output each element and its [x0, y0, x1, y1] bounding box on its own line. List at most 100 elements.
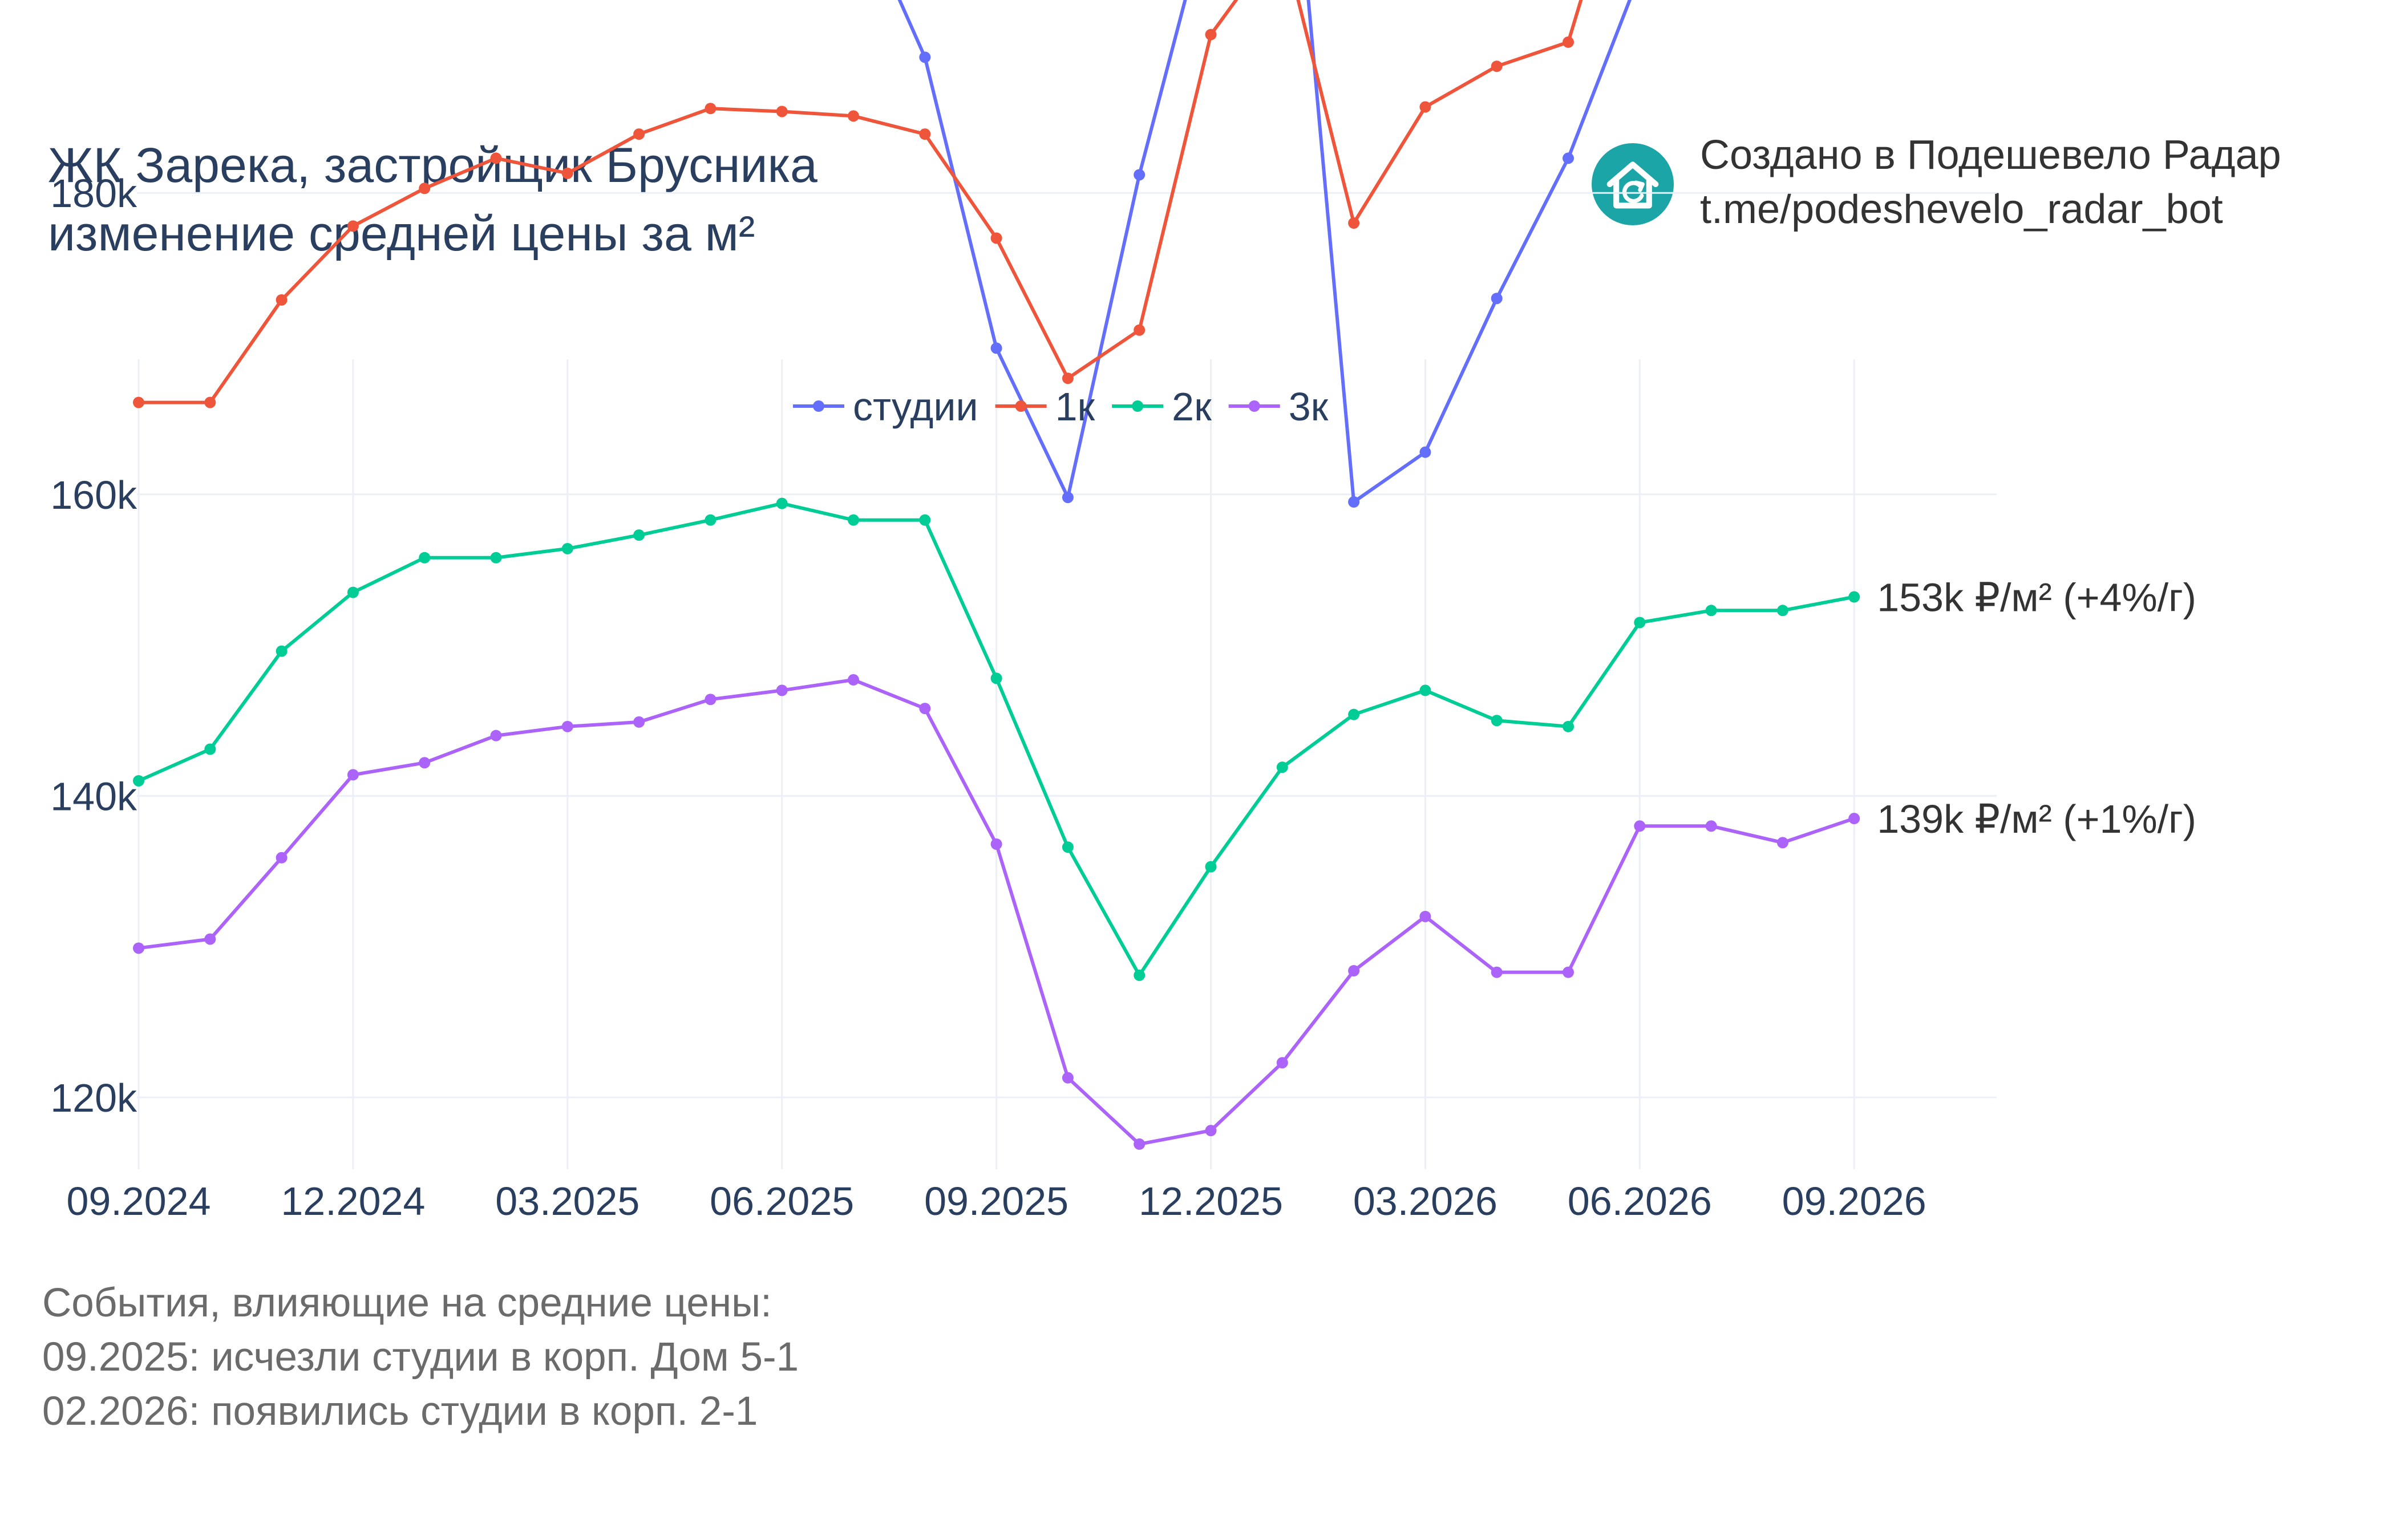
data-point [1848, 813, 1860, 825]
data-point [1348, 708, 1360, 720]
events-heading: События, влияющие на средние цены: [42, 1280, 772, 1326]
data-point [633, 128, 645, 140]
chart-title-line-2: изменение средней цены за м² [48, 206, 755, 261]
credit-link[interactable]: t.me/podeshevelo_radar_bot [1700, 187, 2223, 232]
event-item: 02.2026: появились студии в корп. 2-1 [42, 1389, 758, 1434]
data-point [1563, 720, 1574, 732]
data-point [848, 674, 859, 686]
legend-marker [1132, 400, 1144, 412]
data-point [1419, 910, 1431, 922]
data-point [776, 497, 788, 509]
data-point [848, 110, 859, 122]
data-point [776, 106, 788, 117]
data-point [1848, 591, 1860, 603]
data-point [1419, 446, 1431, 458]
data-point [990, 672, 1002, 684]
data-point [705, 514, 717, 526]
data-point [276, 294, 288, 306]
data-point [347, 586, 359, 598]
data-point [1491, 60, 1503, 72]
x-tick-label: 09.2025 [924, 1179, 1069, 1223]
data-point [133, 396, 144, 408]
data-point [1062, 1072, 1074, 1084]
credit-line-1: Создано в Подешевело Радар [1700, 132, 2281, 178]
data-point [1348, 217, 1360, 229]
data-point [1348, 496, 1360, 508]
data-point [1205, 1125, 1217, 1137]
data-point [1705, 820, 1717, 832]
data-point [276, 852, 288, 864]
data-point [1205, 29, 1217, 40]
data-point [490, 552, 502, 564]
data-point [1634, 820, 1646, 832]
data-point [1563, 966, 1574, 978]
end-value-label: 153k ₽/м² (+4%/г) [1877, 576, 2196, 620]
data-point [919, 514, 931, 526]
data-point [1419, 101, 1431, 113]
data-point [1134, 969, 1146, 981]
data-point [705, 103, 717, 115]
data-point [1491, 966, 1503, 978]
credit: Создано в Подешевело Радар t.me/podeshev… [1700, 128, 2281, 237]
data-point [276, 645, 288, 657]
data-point [561, 167, 573, 179]
data-point [705, 694, 717, 706]
data-point [1134, 324, 1146, 336]
legend-label: 1к [1055, 384, 1095, 429]
legend-marker [1248, 400, 1260, 412]
data-point [1134, 169, 1146, 181]
data-point [1134, 1138, 1146, 1150]
data-point [490, 152, 502, 164]
event-item: 09.2025: исчезли студии в корп. Дом 5-1 [42, 1335, 799, 1380]
x-tick-label: 03.2025 [495, 1179, 640, 1223]
data-point [1491, 715, 1503, 727]
data-point [1276, 1057, 1288, 1069]
data-point [1062, 372, 1074, 384]
data-point [990, 838, 1002, 850]
x-tick-label: 09.2026 [1782, 1179, 1926, 1223]
x-tick-label: 03.2026 [1353, 1179, 1498, 1223]
data-point [204, 933, 216, 945]
data-point [1276, 761, 1288, 773]
data-point [204, 743, 216, 755]
data-point [419, 757, 431, 769]
x-tick-label: 12.2025 [1139, 1179, 1283, 1223]
data-point [1563, 36, 1574, 48]
data-point [990, 232, 1002, 244]
data-point [919, 51, 931, 63]
data-point [1062, 492, 1074, 504]
legend-marker [1015, 400, 1027, 412]
data-point [561, 720, 573, 732]
y-tick-label: 180k [50, 171, 137, 216]
y-tick-label: 140k [50, 774, 137, 818]
data-point [633, 716, 645, 728]
data-point [1634, 617, 1646, 629]
data-point [1419, 684, 1431, 696]
legend-label: 2к [1172, 384, 1212, 429]
y-tick-label: 160k [50, 473, 137, 517]
data-point [419, 552, 431, 564]
data-point [1776, 837, 1788, 849]
data-point [133, 942, 144, 954]
y-tick-label: 120k [50, 1076, 137, 1120]
data-point [919, 703, 931, 715]
chart-title: ЖК Зарека, застройщик Брусника изменение… [48, 131, 817, 268]
data-point [1705, 605, 1717, 617]
legend-label: студии [853, 384, 978, 429]
x-tick-label: 12.2024 [281, 1179, 425, 1223]
data-point [848, 514, 859, 526]
data-point [561, 542, 573, 554]
events-note: События, влияющие на средние цены: 09.20… [42, 1276, 799, 1438]
data-point [204, 396, 216, 408]
legend-marker [813, 400, 824, 412]
data-point [919, 128, 931, 140]
data-point [1062, 841, 1074, 853]
data-point [633, 529, 645, 541]
data-point [1491, 293, 1503, 305]
data-point [776, 684, 788, 696]
x-tick-label: 09.2024 [66, 1179, 211, 1223]
data-point [419, 183, 431, 194]
data-point [133, 775, 144, 787]
data-point [1348, 964, 1360, 976]
